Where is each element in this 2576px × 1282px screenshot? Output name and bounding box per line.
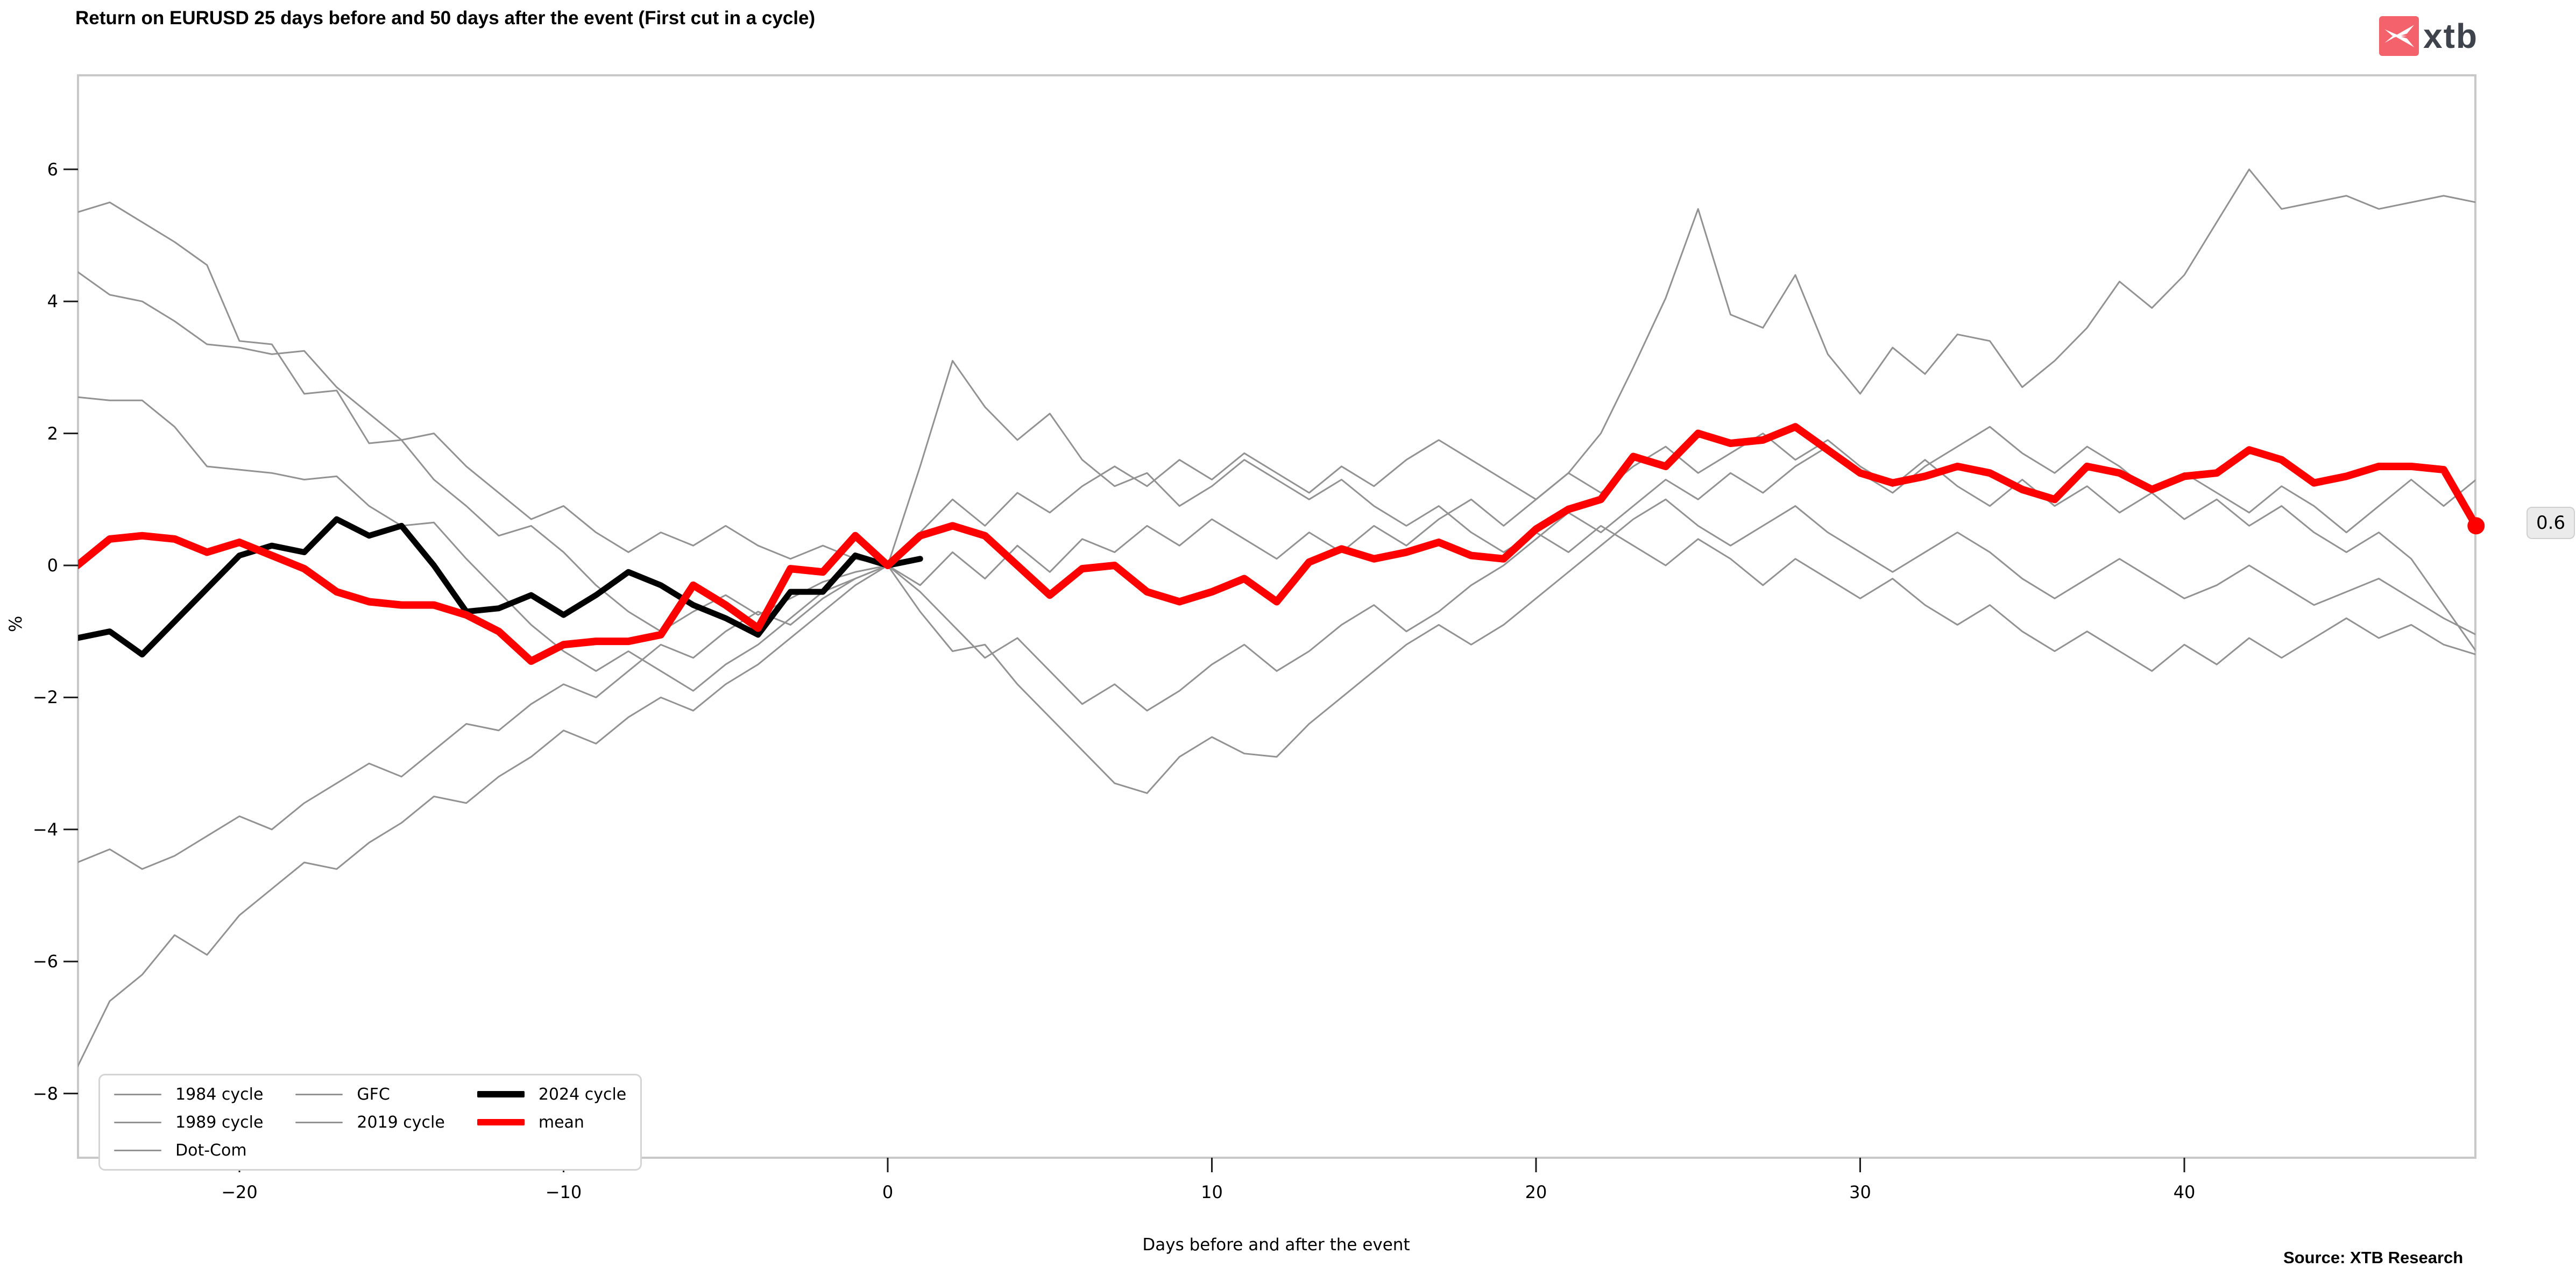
x-tick-label: 30 bbox=[1849, 1182, 1871, 1202]
legend-swatch bbox=[477, 1119, 525, 1125]
legend-label: 1984 cycle bbox=[175, 1085, 264, 1104]
legend-item: mean bbox=[477, 1112, 626, 1132]
y-tick-label: 2 bbox=[47, 423, 58, 444]
y-tick-label: −2 bbox=[32, 687, 58, 708]
x-tick-label: −20 bbox=[221, 1182, 258, 1202]
mean-end-dot bbox=[2467, 517, 2485, 535]
legend-item: 2019 cycle bbox=[295, 1112, 445, 1132]
x-tick-label: 40 bbox=[2173, 1182, 2196, 1202]
series-line-dot-com bbox=[78, 360, 2475, 692]
legend-label: 1989 cycle bbox=[175, 1113, 264, 1132]
legend-swatch bbox=[114, 1121, 161, 1123]
xtb-logo-text: xtb bbox=[2423, 17, 2478, 55]
x-tick-label: 0 bbox=[882, 1182, 894, 1202]
legend-item: GFC bbox=[295, 1084, 444, 1104]
legend-swatch bbox=[114, 1093, 161, 1095]
legend-swatch bbox=[477, 1091, 525, 1097]
chart-title: Return on EURUSD 25 days before and 50 d… bbox=[75, 8, 816, 29]
y-tick-label: 6 bbox=[47, 159, 58, 180]
x-axis-label: Days before and after the event bbox=[1142, 1235, 1410, 1255]
series-line-1984-cycle bbox=[78, 201, 2475, 794]
legend-label: GFC bbox=[357, 1085, 390, 1104]
x-tick-label: −10 bbox=[545, 1182, 582, 1202]
y-tick-label: −8 bbox=[32, 1083, 58, 1104]
series-line-2019-cycle bbox=[78, 426, 2475, 1068]
legend-item: 2024 cycle bbox=[477, 1084, 626, 1104]
legend-swatch bbox=[114, 1149, 161, 1151]
legend-item: 1989 cycle bbox=[114, 1112, 263, 1132]
y-axis-label: % bbox=[5, 615, 26, 632]
series-line-2024-cycle bbox=[78, 516, 923, 658]
legend-label: mean bbox=[538, 1113, 584, 1132]
legend-swatch bbox=[295, 1093, 343, 1095]
series-line-1989-cycle bbox=[78, 168, 2475, 566]
legend-column: 2024 cycle mean bbox=[477, 1084, 626, 1160]
legend-item: Dot-Com bbox=[114, 1140, 263, 1160]
legend: 1984 cycle 1989 cycle Dot-Com GFC 2019 cycle… bbox=[98, 1074, 642, 1171]
series-line-mean bbox=[78, 423, 2475, 665]
y-tick-label: 0 bbox=[47, 555, 58, 576]
xtb-logo-icon bbox=[2379, 16, 2419, 56]
xtb-x-glyph bbox=[2384, 25, 2415, 47]
y-tick-label: −6 bbox=[32, 951, 58, 972]
legend-label: 2019 cycle bbox=[357, 1113, 445, 1132]
legend-label: Dot-Com bbox=[175, 1141, 247, 1160]
legend-swatch bbox=[295, 1121, 343, 1123]
y-tick-label: 4 bbox=[47, 291, 58, 312]
plot-border bbox=[77, 74, 2476, 1159]
y-tick-label: −4 bbox=[32, 819, 58, 840]
legend-column: GFC 2019 cycle bbox=[295, 1084, 445, 1160]
series-group bbox=[78, 168, 2475, 1068]
end-value-badge: 0.6 bbox=[2527, 507, 2575, 539]
x-tick-label: 20 bbox=[1525, 1182, 1547, 1202]
legend-label: 2024 cycle bbox=[538, 1085, 627, 1104]
xtb-logo: xtb bbox=[2379, 16, 2478, 56]
legend-column: 1984 cycle 1989 cycle Dot-Com bbox=[114, 1084, 263, 1160]
legend-item: 1984 cycle bbox=[114, 1084, 263, 1104]
source-note: Source: XTB Research bbox=[2283, 1248, 2464, 1267]
series-line-gfc bbox=[78, 433, 2475, 870]
x-tick-label: 10 bbox=[1201, 1182, 1223, 1202]
